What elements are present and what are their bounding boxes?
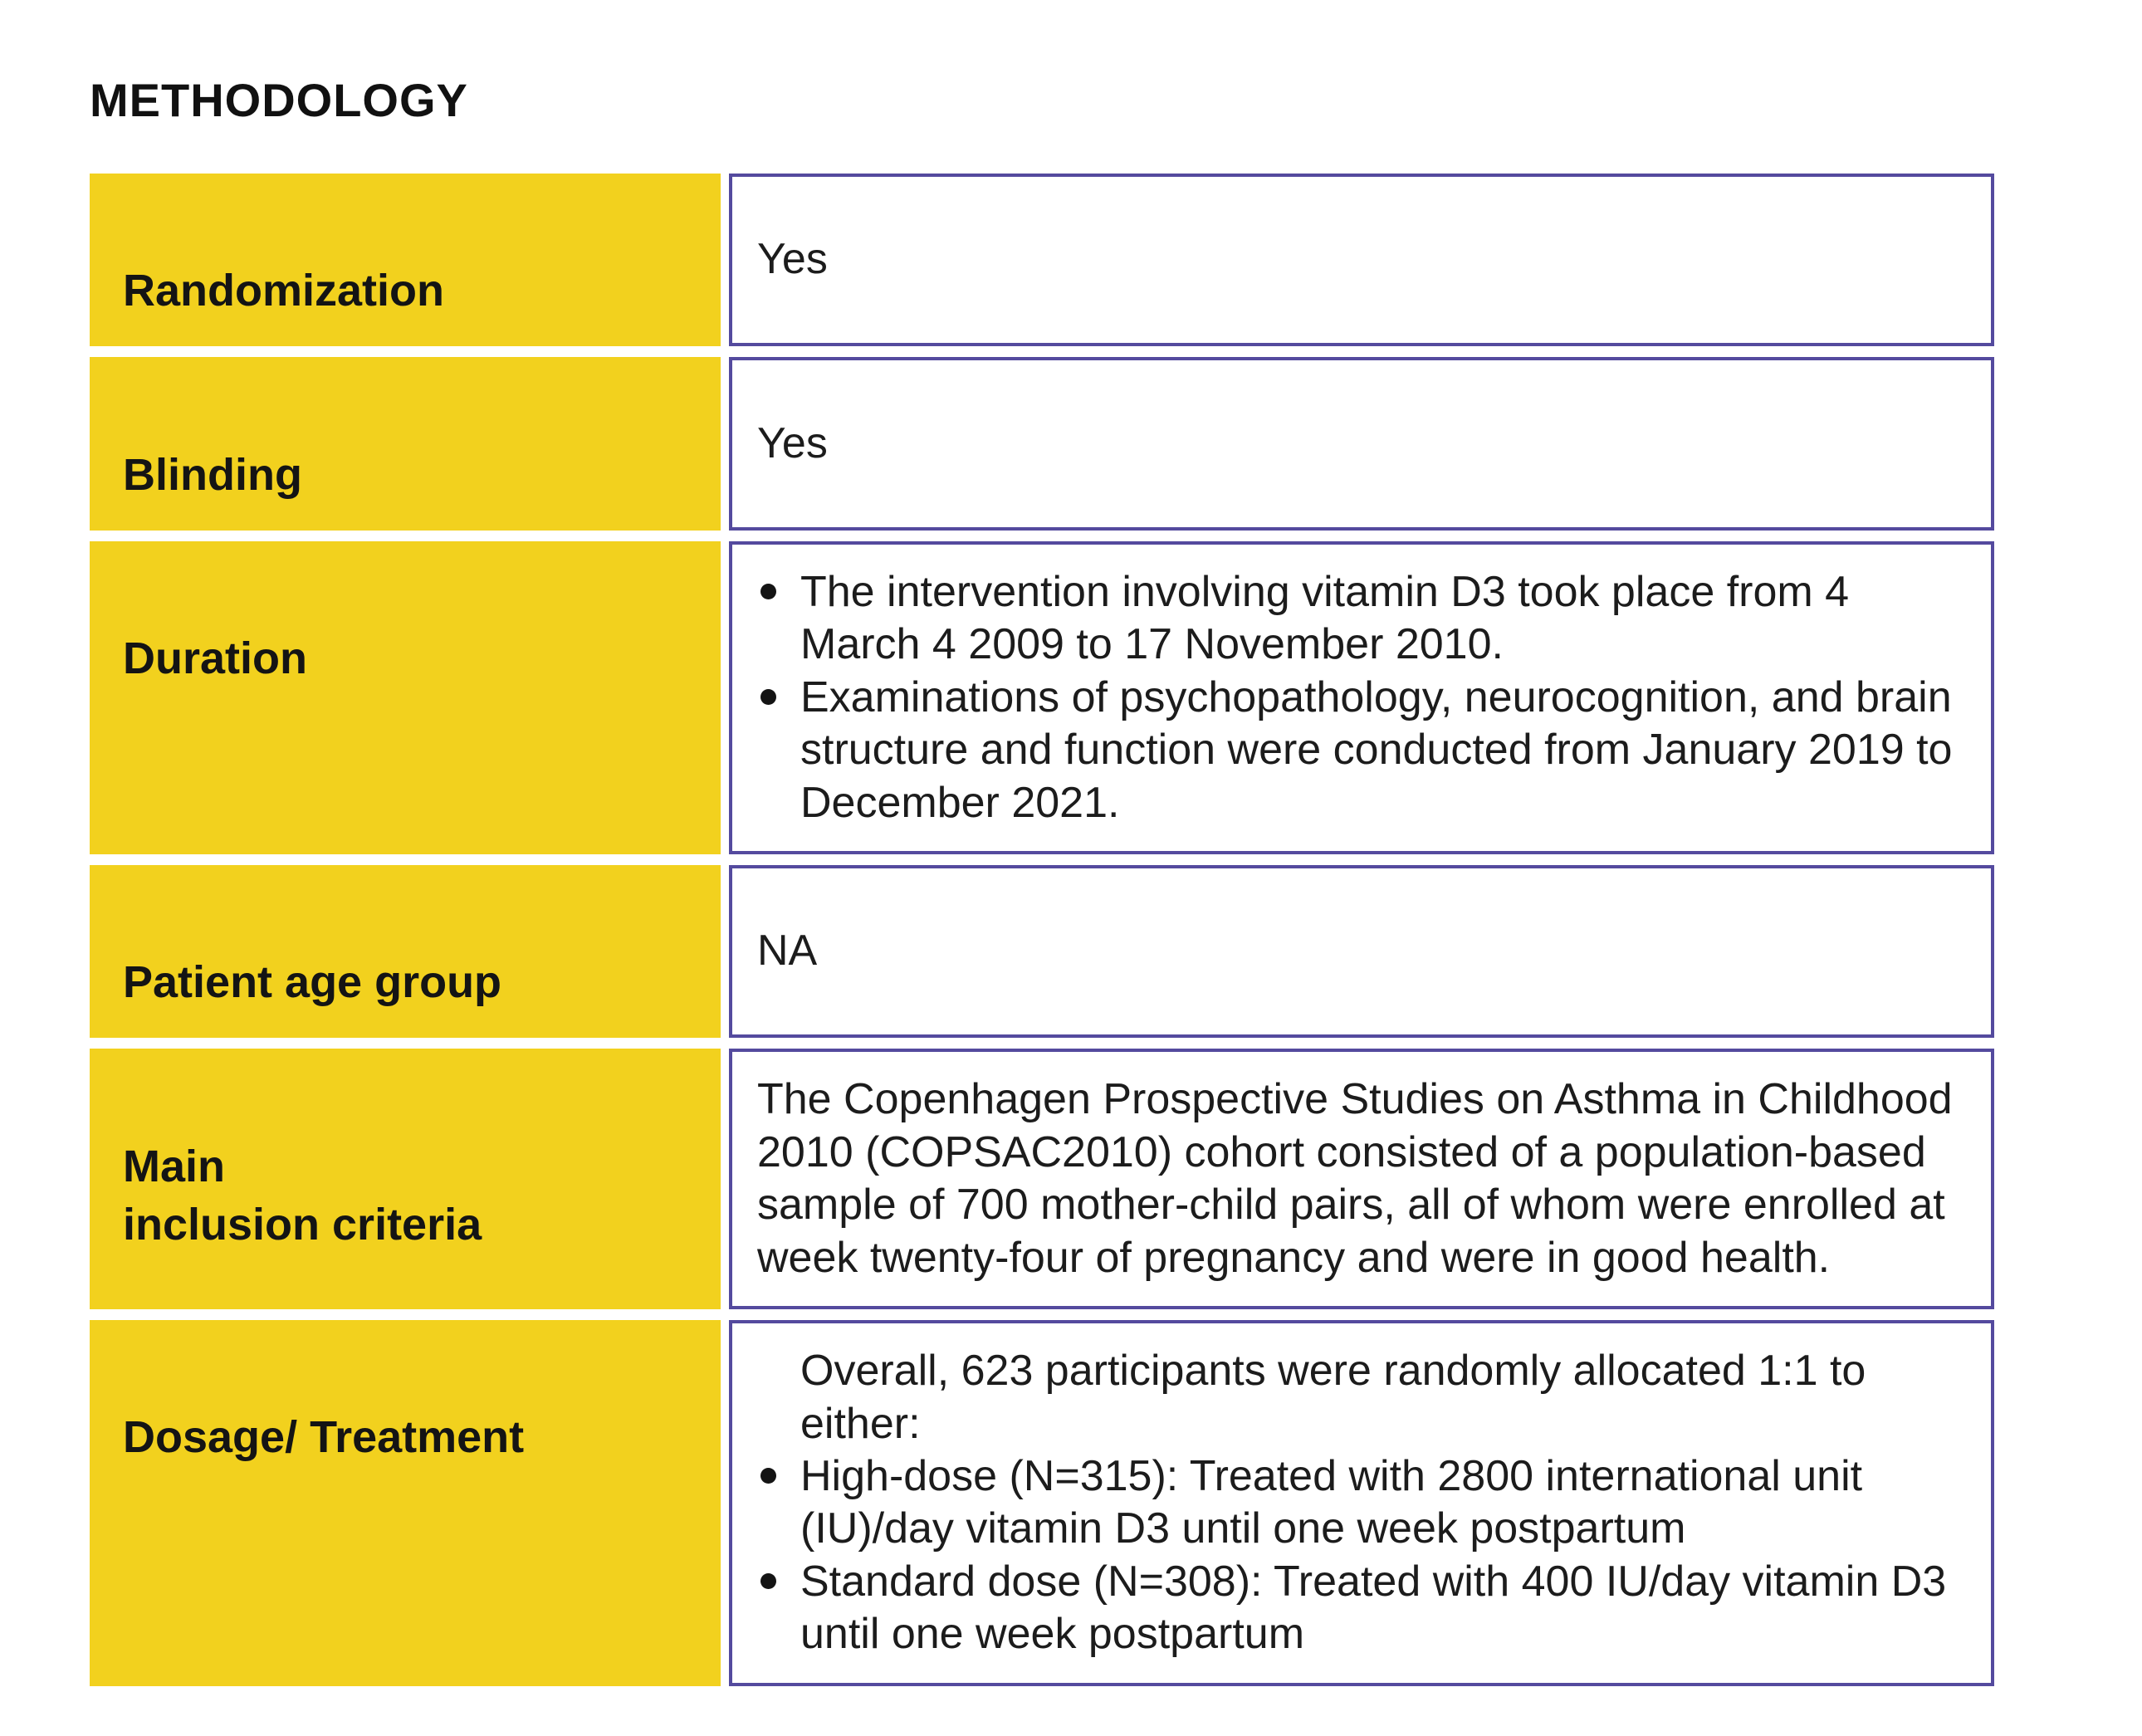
dosage-bullet-list: High-dose (N=315): Treated with 2800 int… xyxy=(757,1450,1954,1661)
duration-bullet-list: The intervention involving vitamin D3 to… xyxy=(757,566,1954,829)
dosage-bullet-standard-dose: Standard dose (N=308): Treated with 400 … xyxy=(757,1556,1954,1661)
label-text-dosage-treatment: Dosage/ Treatment xyxy=(123,1412,525,1463)
label-text-patient-age-group: Patient age group xyxy=(123,957,502,1008)
value-cell-randomization: Yes xyxy=(729,174,1994,347)
value-cell-main-inclusion-criteria: The Copenhagen Prospective Studies on As… xyxy=(729,1049,1994,1310)
label-text-randomization: Randomization xyxy=(123,266,444,316)
value-text-main-inclusion-criteria: The Copenhagen Prospective Studies on As… xyxy=(757,1075,1953,1282)
methodology-table: Randomization Yes Blinding Yes Duration … xyxy=(90,174,1994,1686)
label-cell-randomization: Randomization xyxy=(90,174,721,347)
value-text-patient-age-group: NA xyxy=(757,927,818,976)
label-cell-blinding: Blinding xyxy=(90,357,721,531)
page-title: METHODOLOGY xyxy=(90,74,468,126)
value-text-blinding: Yes xyxy=(757,418,828,467)
value-cell-blinding: Yes xyxy=(729,357,1994,531)
label-cell-duration: Duration xyxy=(90,540,721,854)
label-text-main-inclusion-criteria: Main inclusion criteria xyxy=(123,1141,482,1249)
label-cell-patient-age-group: Patient age group xyxy=(90,864,721,1039)
value-text-randomization: Yes xyxy=(757,235,828,284)
duration-bullet-2: Examinations of psychopathology, neuroco… xyxy=(757,672,1954,829)
label-cell-dosage-treatment: Dosage/ Treatment xyxy=(90,1320,721,1686)
dosage-intro-text: Overall, 623 participants were randomly … xyxy=(800,1347,1866,1448)
value-cell-dosage-treatment: Overall, 623 participants were randomly … xyxy=(729,1320,1994,1686)
label-cell-main-inclusion-criteria: Main inclusion criteria xyxy=(90,1049,721,1310)
label-text-blinding: Blinding xyxy=(123,449,302,500)
label-text-duration: Duration xyxy=(123,633,307,683)
dosage-bullet-high-dose: High-dose (N=315): Treated with 2800 int… xyxy=(757,1450,1954,1556)
duration-bullet-1: The intervention involving vitamin D3 to… xyxy=(757,566,1954,672)
value-cell-duration: The intervention involving vitamin D3 to… xyxy=(729,540,1994,854)
value-cell-patient-age-group: NA xyxy=(729,864,1994,1039)
